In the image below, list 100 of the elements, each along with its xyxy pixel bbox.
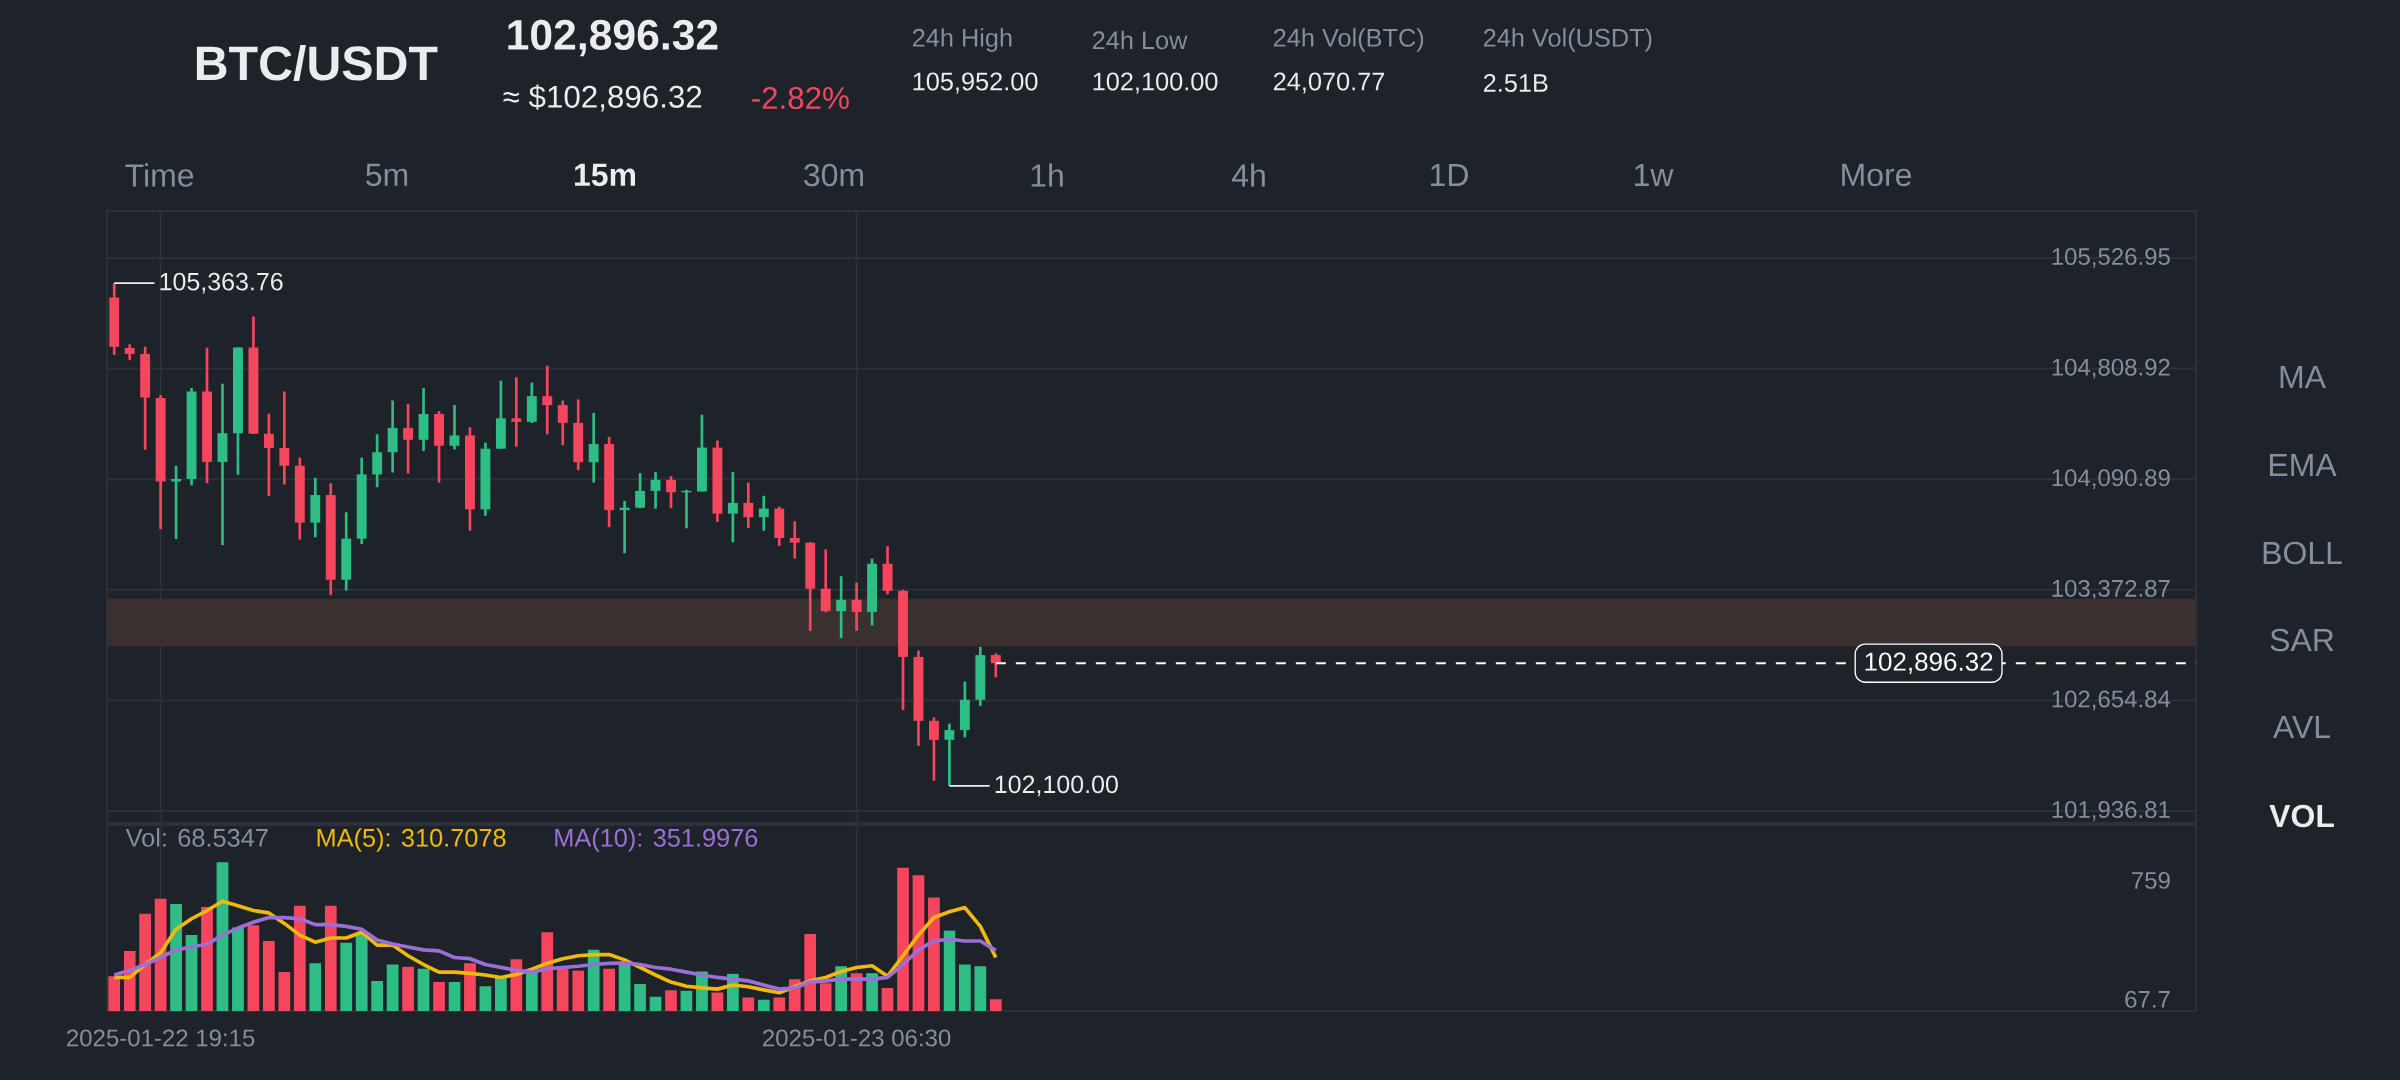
bar (417, 968, 430, 1011)
x-tick-label: 2025-01-23 06:30 (763, 1029, 951, 1047)
ref-line-label: 102,896.32 (1865, 652, 1993, 674)
candlestick (666, 474, 676, 510)
text: 2.51B (1483, 73, 1548, 92)
candlestick (263, 412, 274, 498)
y-tick-label: 101,936.81 (2052, 801, 2170, 821)
bar (247, 925, 260, 1011)
bar (928, 897, 940, 1011)
bar (340, 942, 353, 1011)
text: 30m (804, 163, 863, 187)
bar (819, 983, 832, 1011)
text: ≈ $102,896.32 (503, 84, 702, 112)
text: MA(10): 351.9976 (555, 828, 758, 852)
text: 24h Vol(USDT) (1483, 28, 1652, 52)
candlestick (635, 471, 646, 510)
bar (665, 990, 677, 1011)
text: 15m (575, 163, 636, 187)
bar (711, 992, 724, 1011)
y-tick-label: 103,372.87 (2052, 579, 2170, 600)
bar (355, 932, 368, 1011)
text: AVL (2273, 715, 2331, 738)
candlestick (820, 548, 831, 614)
text: More (1842, 163, 1912, 187)
text: 102,896.32 (508, 19, 718, 57)
bar (525, 972, 538, 1011)
bar (324, 905, 337, 1011)
y-tick-label: 759 (2132, 871, 2170, 889)
bar (804, 933, 817, 1011)
candlestick (836, 574, 847, 640)
bar (572, 970, 585, 1011)
text: MA(5): 310.7078 (317, 828, 506, 852)
bar (881, 987, 894, 1011)
bar (108, 976, 121, 1011)
bar (371, 980, 384, 1011)
candlestick (557, 399, 568, 447)
text: Time (125, 163, 194, 187)
bar (634, 983, 646, 1011)
bar (201, 907, 213, 1011)
text: BOLL (2263, 541, 2342, 565)
bar (278, 972, 291, 1011)
text: 5m (366, 163, 408, 187)
candlestick (403, 402, 414, 475)
bar (958, 964, 971, 1011)
candlestick (511, 375, 522, 449)
annotation: 102,100.00 (995, 775, 1118, 797)
bar (448, 982, 461, 1011)
bar (989, 999, 1002, 1011)
text: VOL (2269, 804, 2334, 828)
bar (309, 963, 322, 1011)
text: 102,100.00 (1093, 72, 1218, 94)
bar (556, 968, 569, 1011)
candlestick (990, 652, 1001, 679)
text: 1h (1031, 163, 1063, 187)
y-tick-label: 67.7 (2125, 990, 2170, 1008)
candlestick (588, 411, 599, 484)
bar (170, 903, 182, 1011)
bar (386, 964, 399, 1011)
bar (974, 966, 987, 1011)
annotation: 105,363.76 (160, 272, 283, 294)
y-tick-label: 104,808.92 (2052, 358, 2170, 379)
candlestick (542, 364, 553, 436)
candlestick (758, 494, 769, 533)
bar (464, 963, 476, 1011)
bar (603, 968, 616, 1011)
bar (742, 997, 755, 1011)
bar (479, 986, 492, 1011)
y-tick-label: 105,526.95 (2052, 248, 2170, 268)
series-label: Vol: 68.5347 (125, 828, 268, 847)
candlestick (449, 403, 460, 451)
candlestick (372, 433, 383, 489)
text: 105,952.00 (913, 72, 1038, 94)
candlestick (743, 481, 754, 530)
y-tick-label: 104,090.89 (2052, 469, 2170, 490)
x-tick-label: 2025-01-22 19:15 (67, 1029, 255, 1047)
bar (232, 927, 244, 1011)
text: -2.82% (752, 86, 849, 110)
bar (649, 996, 662, 1011)
candlestick (851, 581, 862, 633)
text: 24,070.77 (1273, 72, 1385, 94)
bar (680, 990, 693, 1011)
bar (757, 999, 770, 1011)
line-series (112, 899, 998, 995)
bar (541, 932, 554, 1011)
text: 1w (1635, 163, 1674, 186)
bar (433, 982, 445, 1011)
bar (263, 940, 275, 1011)
text: 1D (1431, 163, 1468, 186)
bar (139, 913, 152, 1011)
text: 24h Low (1092, 30, 1188, 50)
bar (897, 867, 909, 1011)
bar (773, 997, 786, 1011)
bar (494, 977, 507, 1011)
candlestick (928, 715, 939, 783)
text: 24h High (912, 28, 1012, 52)
candlestick (789, 519, 800, 560)
text: 24h Vol(BTC) (1273, 28, 1424, 52)
candlestick (944, 722, 955, 788)
y-tick-label: 102,654.84 (2052, 690, 2171, 711)
candlestick (727, 470, 738, 544)
